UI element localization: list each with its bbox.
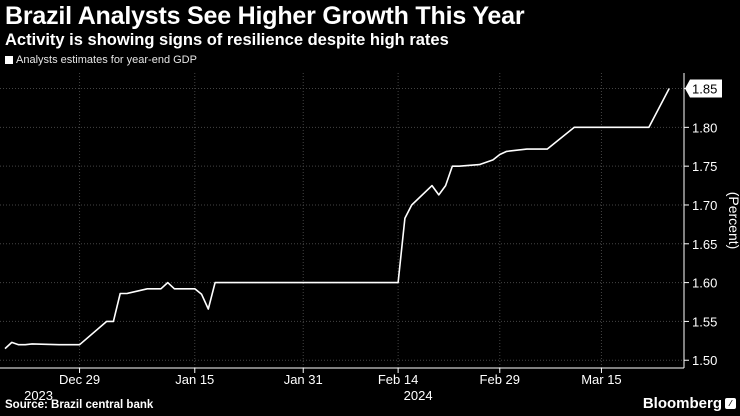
- x-ticks: Dec 29 Jan 15 Jan 31 Feb 14 Feb 29 Mar 15 2023…: [24, 368, 622, 403]
- x-year-label: 2024: [404, 388, 433, 403]
- source-note: Source: Brazil central bank: [5, 399, 154, 411]
- y-tick-label: 1.55: [692, 314, 717, 329]
- y-tick-label: 1.80: [692, 120, 717, 135]
- axes: (Percent): [0, 73, 740, 369]
- y-tick-label: 1.70: [692, 198, 717, 213]
- last-value-label: 1.85: [685, 79, 722, 98]
- gridlines: [0, 73, 684, 368]
- last-value-bg: [685, 79, 722, 98]
- y-ticks: 1.50 1.55 1.60 1.65 1.70 1.75 1.80: [684, 88, 717, 368]
- x-tick-label: Feb 29: [480, 372, 520, 387]
- x-tick-label: Jan 15: [175, 372, 214, 387]
- value-labels: 1.85: [685, 79, 722, 98]
- y-tick-label: 1.60: [692, 276, 717, 291]
- x-tick-label: Mar 15: [581, 372, 621, 387]
- series: [4, 88, 670, 350]
- x-tick-label: Dec 29: [59, 372, 100, 387]
- chart-subtitle: Activity is showing signs of resilience …: [5, 31, 449, 49]
- x-year-label: 2023: [24, 388, 53, 403]
- x-tick-label: Jan 31: [284, 372, 323, 387]
- legend: Analysts estimates for year-end GDP: [5, 54, 197, 66]
- y-tick-label: 1.65: [692, 237, 717, 252]
- y-tick-label: 1.75: [692, 159, 717, 174]
- y-tick-label: 1.50: [692, 353, 717, 368]
- last-value-text: 1.85: [692, 82, 717, 97]
- brand-logo: Bloomberg ⁄: [643, 395, 736, 412]
- legend-swatch: [5, 56, 13, 64]
- brand-name: Bloomberg: [642, 395, 722, 412]
- brand-mark-icon: ⁄: [725, 398, 736, 409]
- y-axis-title: (Percent): [726, 192, 740, 250]
- series-line: [4, 88, 670, 350]
- chart-title: Brazil Analysts See Higher Growth This Y…: [5, 2, 525, 30]
- legend-label: Analysts estimates for year-end GDP: [16, 54, 197, 66]
- x-tick-label: Feb 14: [378, 372, 418, 387]
